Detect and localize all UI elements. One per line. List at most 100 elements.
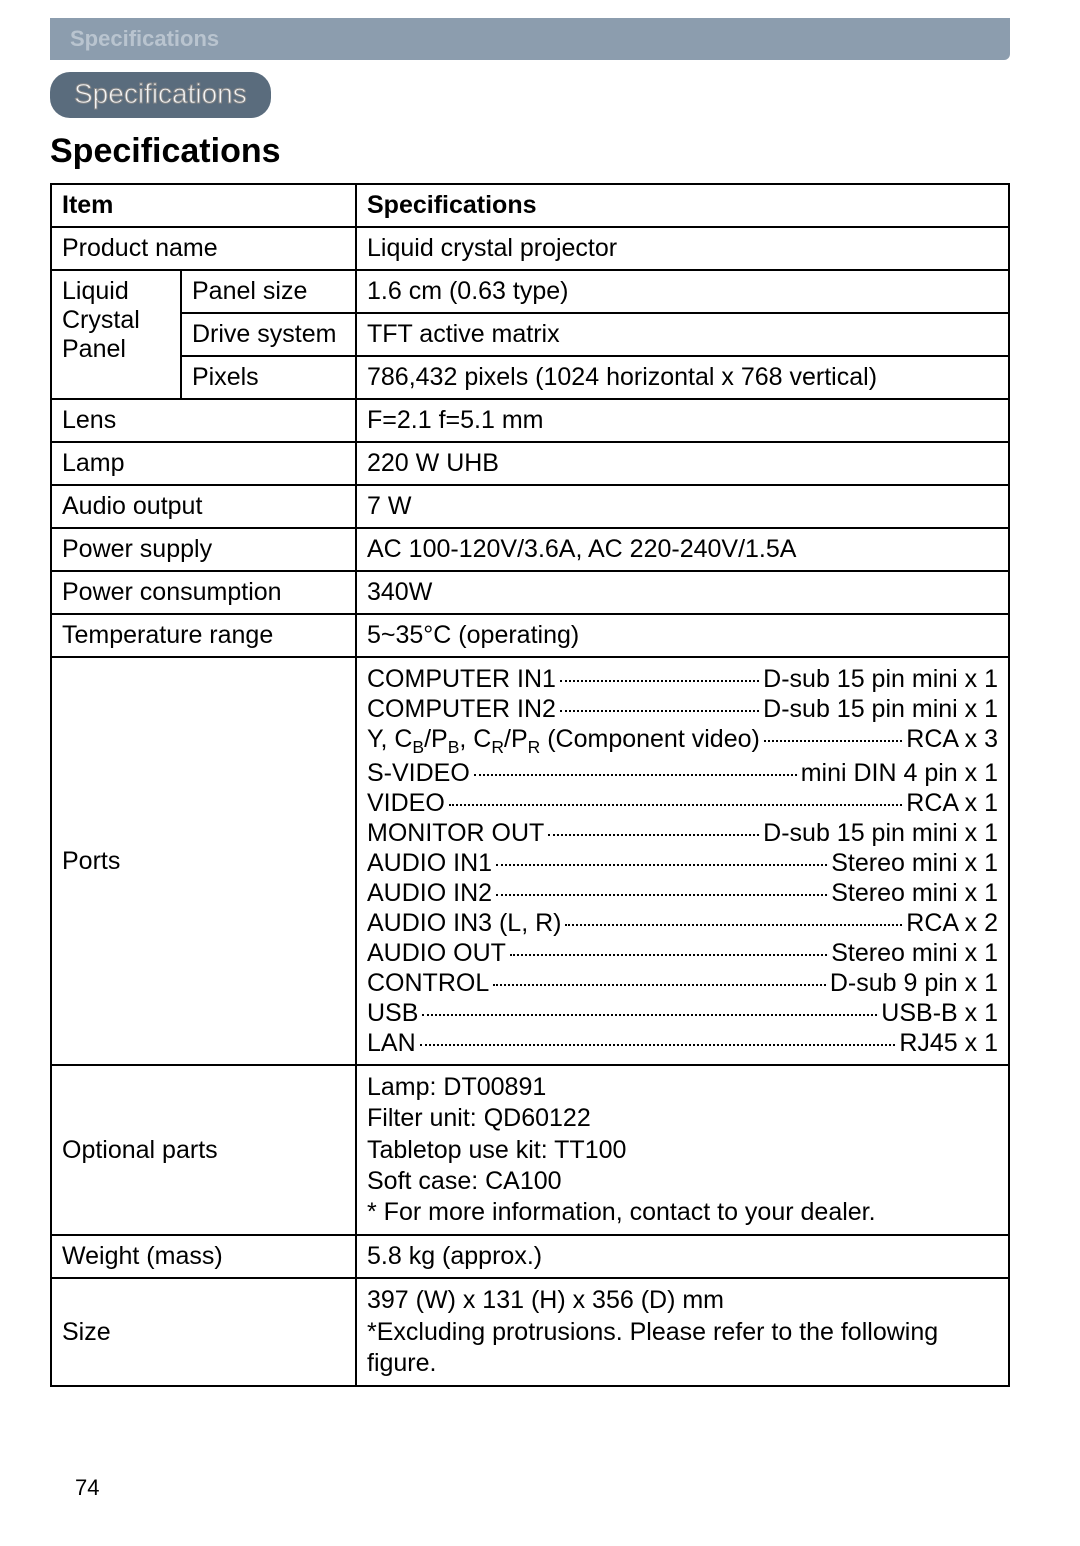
leader-dots [510, 954, 827, 956]
row-label: Product name [51, 227, 356, 270]
leader-dots [496, 864, 827, 866]
row-label: Ports [51, 657, 356, 1065]
port-line: AUDIO IN3 (L, R)RCA x 2 [367, 908, 998, 938]
table-row: Lens F=2.1 f=5.1 mm [51, 399, 1009, 442]
row-label: Power consumption [51, 571, 356, 614]
row-value: 5.8 kg (approx.) [356, 1235, 1009, 1278]
port-label: AUDIO OUT [367, 938, 506, 968]
header-item: Item [51, 184, 356, 227]
row-label: Lamp [51, 442, 356, 485]
size-cell: 397 (W) x 131 (H) x 356 (D) mm*Excluding… [356, 1278, 1009, 1386]
section-pill-text: Specifications [74, 78, 247, 109]
row-sublabel: Drive system [181, 313, 356, 356]
table-row: Power consumption 340W [51, 571, 1009, 614]
size-line: 397 (W) x 131 (H) x 356 (D) mm [367, 1285, 998, 1316]
table-row: Power supply AC 100-120V/3.6A, AC 220-24… [51, 528, 1009, 571]
leader-dots [565, 924, 902, 926]
port-line: COMPUTER IN2 D-sub 15 pin mini x 1 [367, 694, 998, 724]
port-line: S-VIDEO mini DIN 4 pin x 1 [367, 758, 998, 788]
port-value: Stereo mini x 1 [831, 878, 998, 908]
optional-line: Filter unit: QD60122 [367, 1103, 998, 1134]
optional-line: Soft case: CA100 [367, 1166, 998, 1197]
header-bar-text: Specifications [70, 26, 219, 51]
port-label: USB [367, 998, 418, 1028]
table-row: Weight (mass) 5.8 kg (approx.) [51, 1235, 1009, 1278]
row-label: Lens [51, 399, 356, 442]
optional-line: Tabletop use kit: TT100 [367, 1135, 998, 1166]
port-value: D-sub 15 pin mini x 1 [763, 818, 998, 848]
row-label: Optional parts [51, 1065, 356, 1235]
section-pill: Specifications [50, 72, 271, 118]
table-row: Lamp 220 W UHB [51, 442, 1009, 485]
port-value: Stereo mini x 1 [831, 848, 998, 878]
port-label: CONTROL [367, 968, 489, 998]
port-value: mini DIN 4 pin x 1 [801, 758, 998, 788]
leader-dots [474, 774, 797, 776]
leader-dots [560, 680, 759, 682]
size-line: *Excluding protrusions. Please refer to … [367, 1317, 998, 1380]
table-row-ports: Ports COMPUTER IN1D-sub 15 pin mini x 1C… [51, 657, 1009, 1065]
ports-cell: COMPUTER IN1D-sub 15 pin mini x 1COMPUTE… [356, 657, 1009, 1065]
port-value: USB-B x 1 [881, 998, 998, 1028]
row-sublabel: Panel size [181, 270, 356, 313]
table-row: Liquid Crystal Panel Panel size 1.6 cm (… [51, 270, 1009, 313]
leader-dots [548, 834, 759, 836]
port-value: D-sub 15 pin mini x 1 [763, 664, 998, 694]
header-bar: Specifications [50, 18, 1010, 60]
row-value: 220 W UHB [356, 442, 1009, 485]
page-number: 74 [75, 1475, 99, 1501]
port-line: AUDIO IN2Stereo mini x 1 [367, 878, 998, 908]
table-row-size: Size 397 (W) x 131 (H) x 356 (D) mm*Excl… [51, 1278, 1009, 1386]
leader-dots [560, 710, 759, 712]
main-heading: Specifications [50, 132, 1080, 171]
row-value: 5~35°C (operating) [356, 614, 1009, 657]
table-row: Temperature range 5~35°C (operating) [51, 614, 1009, 657]
port-line: VIDEO RCA x 1 [367, 788, 998, 818]
row-value: F=2.1 f=5.1 mm [356, 399, 1009, 442]
row-group-label: Liquid Crystal Panel [51, 270, 181, 399]
port-label: S-VIDEO [367, 758, 470, 788]
port-label: Y, CB/PB, CR/PR (Component video) [367, 724, 760, 758]
port-line: COMPUTER IN1 D-sub 15 pin mini x 1 [367, 664, 998, 694]
row-label: Size [51, 1278, 356, 1386]
leader-dots [493, 984, 826, 986]
port-label: VIDEO [367, 788, 445, 818]
port-value: RJ45 x 1 [899, 1028, 998, 1058]
header-spec: Specifications [356, 184, 1009, 227]
port-line: AUDIO IN1Stereo mini x 1 [367, 848, 998, 878]
port-label: COMPUTER IN2 [367, 694, 556, 724]
port-value: RCA x 3 [906, 724, 998, 754]
optional-cell: Lamp: DT00891Filter unit: QD60122Tableto… [356, 1065, 1009, 1235]
port-value: D-sub 15 pin mini x 1 [763, 694, 998, 724]
port-line: CONTROL D-sub 9 pin x 1 [367, 968, 998, 998]
optional-line: * For more information, contact to your … [367, 1197, 998, 1228]
table-row-optional: Optional parts Lamp: DT00891Filter unit:… [51, 1065, 1009, 1235]
port-value: Stereo mini x 1 [831, 938, 998, 968]
port-line: AUDIO OUT Stereo mini x 1 [367, 938, 998, 968]
table-row: Drive system TFT active matrix [51, 313, 1009, 356]
row-sublabel: Pixels [181, 356, 356, 399]
leader-dots [764, 740, 902, 742]
spec-table: Item Specifications Product name Liquid … [50, 183, 1010, 1387]
row-value: 1.6 cm (0.63 type) [356, 270, 1009, 313]
optional-line: Lamp: DT00891 [367, 1072, 998, 1103]
port-line: LAN RJ45 x 1 [367, 1028, 998, 1058]
row-label: Power supply [51, 528, 356, 571]
leader-dots [420, 1044, 896, 1046]
port-value: D-sub 9 pin x 1 [830, 968, 998, 998]
port-line: USB USB-B x 1 [367, 998, 998, 1028]
row-value: 7 W [356, 485, 1009, 528]
leader-dots [422, 1014, 877, 1016]
row-value: 340W [356, 571, 1009, 614]
row-value: TFT active matrix [356, 313, 1009, 356]
port-label: LAN [367, 1028, 416, 1058]
port-label: COMPUTER IN1 [367, 664, 556, 694]
row-label: Audio output [51, 485, 356, 528]
port-value: RCA x 1 [906, 788, 998, 818]
row-label: Temperature range [51, 614, 356, 657]
table-header-row: Item Specifications [51, 184, 1009, 227]
table-row: Product name Liquid crystal projector [51, 227, 1009, 270]
row-label: Weight (mass) [51, 1235, 356, 1278]
port-label: MONITOR OUT [367, 818, 544, 848]
table-row: Audio output 7 W [51, 485, 1009, 528]
